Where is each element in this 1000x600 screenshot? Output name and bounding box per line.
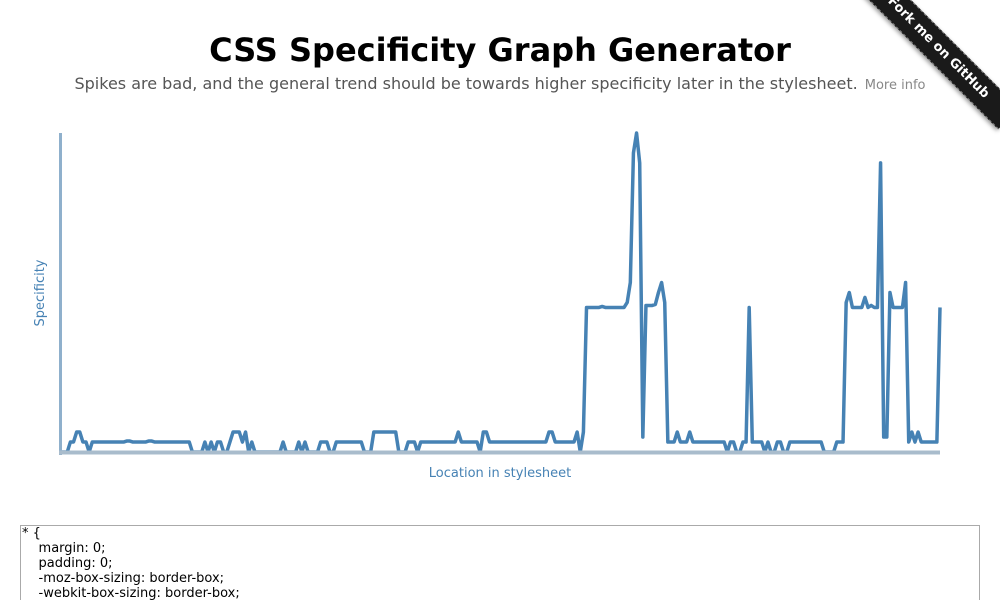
page-subtitle: Spikes are bad, and the general trend sh… [0,73,1000,97]
fork-ribbon: Fork me on GitHub [856,0,1000,130]
x-axis-label: Location in stylesheet [429,466,571,481]
more-info-link[interactable]: More info [864,78,926,93]
css-input[interactable]: * { margin: 0; padding: 0; -moz-box-sizi… [20,525,980,600]
specificity-line [61,131,942,454]
page-title: CSS Specificity Graph Generator [209,31,791,69]
series-layer [61,131,942,454]
subtitle-text: Spikes are bad, and the general trend sh… [74,74,858,93]
fork-me-link[interactable]: Fork me on GitHub [884,0,993,102]
fork-ribbon-container: Fork me on GitHub [850,0,1000,150]
specificity-chart: Specificity Location in stylesheet [33,131,942,481]
y-axis-label: Specificity [33,259,48,326]
